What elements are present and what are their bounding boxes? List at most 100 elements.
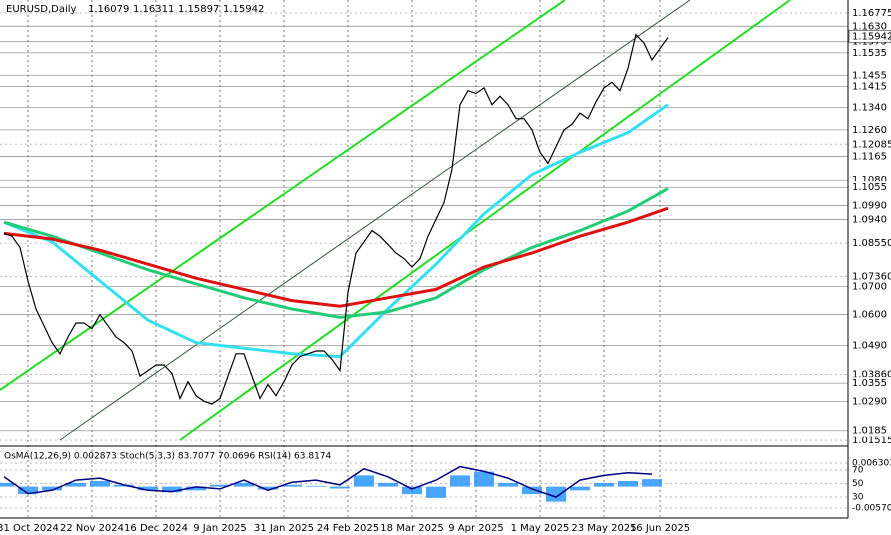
x-tick-label: 23 May 2025 xyxy=(571,523,636,534)
level-label-box xyxy=(849,308,891,321)
level-label: 1.1455 xyxy=(852,70,887,81)
osma-bar xyxy=(330,486,350,489)
level-label: 1.1340 xyxy=(852,102,887,113)
osma-bar xyxy=(474,471,494,487)
osma-bar xyxy=(426,486,446,498)
level-label-box xyxy=(849,101,891,114)
ohlc-value: 1.15897 xyxy=(178,4,219,15)
y-tick-label: 1.03860 xyxy=(852,369,891,380)
level-label: 1.1080 xyxy=(852,175,887,186)
osma-bar xyxy=(258,486,278,490)
osma-bar xyxy=(234,482,254,487)
osma-bar xyxy=(378,482,398,487)
level-label-box xyxy=(849,20,891,33)
rsi-line xyxy=(3,465,653,498)
x-tick-label: 31 Oct 2024 xyxy=(0,523,59,534)
osma-bar xyxy=(402,486,422,495)
level-label: 1.0290 xyxy=(852,396,887,407)
oscillator-legend: OsMA(12,26,9) 0.002873 Stoch(5,3,3) 83.7… xyxy=(4,452,332,462)
level-label: 1.0355 xyxy=(852,378,887,389)
osma-bar xyxy=(450,475,470,487)
x-tick-label: 24 Feb 2025 xyxy=(317,523,379,534)
level-label: 1.0700 xyxy=(852,282,887,293)
osma-bar xyxy=(618,480,638,487)
ohlc-value: 1.16079 xyxy=(88,4,129,15)
level-label-box xyxy=(849,123,891,136)
level-label-box xyxy=(849,395,891,408)
ohlc-value: 1.15942 xyxy=(223,4,264,15)
y-tick-label: 1.08550 xyxy=(852,238,891,249)
y2-tick-label: 70 xyxy=(852,466,864,476)
level-label: 1.1630 xyxy=(852,21,887,32)
level-label: 1.1260 xyxy=(852,125,887,136)
osma-bar xyxy=(354,475,374,487)
y2-tick-label: 30 xyxy=(852,493,864,503)
price-line xyxy=(3,33,669,405)
osma-bar xyxy=(114,484,134,487)
osma-bar xyxy=(90,480,110,487)
level-label: 1.1055 xyxy=(852,182,887,193)
osma-bar xyxy=(546,486,566,502)
grid xyxy=(0,0,848,518)
osma-bar xyxy=(42,486,62,491)
last-price-label: 1.15942 xyxy=(852,31,891,42)
y-tick-label: 0.006303 xyxy=(852,459,891,469)
y2-tick-label: 50 xyxy=(852,479,864,489)
osma-bar xyxy=(18,486,38,495)
y-tick-label: 1.16775 xyxy=(852,8,891,19)
level-label-box xyxy=(849,199,891,212)
level-label: 1.1415 xyxy=(852,81,887,92)
level-label: 1.0940 xyxy=(852,214,887,225)
x-tick-label: 31 Jan 2025 xyxy=(254,523,314,534)
level-label-box xyxy=(849,46,891,59)
level-label: 1.0490 xyxy=(852,340,887,351)
osma-bar xyxy=(594,482,614,487)
level-label: 1.1535 xyxy=(852,48,887,59)
level-label: 1.1165 xyxy=(852,151,887,162)
level-label-box xyxy=(849,150,891,163)
channel-lower xyxy=(179,0,791,441)
level-label-box xyxy=(849,339,891,352)
y-tick-label: 1.07360 xyxy=(852,272,891,283)
level-label-box xyxy=(849,424,891,437)
osma-bar xyxy=(138,486,158,491)
level-label-box xyxy=(849,181,891,194)
y-tick-label: 1.01515 xyxy=(852,435,891,446)
x-tick-label: 18 Mar 2025 xyxy=(380,523,443,534)
level-label-box xyxy=(849,80,891,93)
osma-bar xyxy=(498,482,518,487)
level-label-box xyxy=(849,69,891,82)
osma-bar xyxy=(0,482,14,487)
osma-bar xyxy=(570,486,590,491)
x-tick-label: 22 Nov 2024 xyxy=(60,523,124,534)
x-tick-label: 16 Jun 2025 xyxy=(630,523,690,534)
x-tick-label: 16 Dec 2024 xyxy=(124,523,188,534)
moving-average xyxy=(3,206,669,308)
moving-average xyxy=(3,187,669,319)
level-label: 1.0600 xyxy=(852,310,887,321)
osma-bar xyxy=(162,486,182,493)
level-label: 1.0990 xyxy=(852,200,887,211)
level-label-box xyxy=(849,280,891,293)
osma-bar xyxy=(282,484,302,487)
moving-average xyxy=(3,103,669,359)
osma-bar xyxy=(522,486,542,495)
ohlc-value: 1.16311 xyxy=(133,4,174,15)
chart-title: EURUSD,Daily xyxy=(6,4,77,15)
x-tick-label: 1 May 2025 xyxy=(511,523,570,534)
level-label-box xyxy=(849,213,891,226)
osma-bar xyxy=(306,485,326,487)
osma-bar xyxy=(642,479,662,487)
plot xyxy=(3,33,669,405)
x-tick-label: 9 Jan 2025 xyxy=(193,523,247,534)
osma-bar xyxy=(186,486,206,491)
x-tick-label: 9 Apr 2025 xyxy=(448,523,503,534)
level-label: 1.0185 xyxy=(852,426,887,437)
osma-bar xyxy=(210,484,230,487)
level-label-box xyxy=(849,377,891,390)
last-price-box xyxy=(848,30,891,43)
osma-bar xyxy=(66,482,86,487)
y-tick-label: 1.12085 xyxy=(852,139,891,150)
